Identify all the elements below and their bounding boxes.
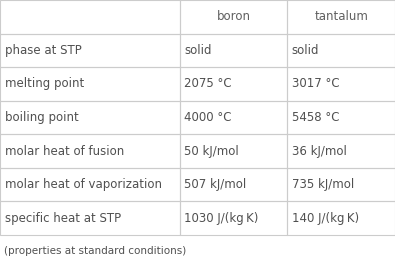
Bar [180, 0, 287, 34]
Text: 140 J/(kg K): 140 J/(kg K) [292, 212, 359, 225]
Text: 1030 J/(kg K): 1030 J/(kg K) [184, 212, 259, 225]
Text: 735 kJ/mol: 735 kJ/mol [292, 178, 354, 191]
Text: (properties at standard conditions): (properties at standard conditions) [4, 246, 186, 256]
Text: boiling point: boiling point [5, 111, 79, 124]
Bar [180, 34, 287, 67]
Bar [0, 34, 180, 67]
Text: boron: boron [216, 10, 250, 23]
Bar [0, 0, 180, 34]
Text: phase at STP: phase at STP [5, 44, 81, 57]
Bar [287, 201, 395, 235]
Text: 507 kJ/mol: 507 kJ/mol [184, 178, 247, 191]
Text: molar heat of vaporization: molar heat of vaporization [5, 178, 162, 191]
Text: 5458 °C: 5458 °C [292, 111, 339, 124]
Bar [0, 201, 180, 235]
Bar [287, 34, 395, 67]
Text: 3017 °C: 3017 °C [292, 78, 340, 90]
Text: tantalum: tantalum [314, 10, 368, 23]
Text: specific heat at STP: specific heat at STP [5, 212, 121, 225]
Bar [287, 168, 395, 201]
Bar [180, 134, 287, 168]
Bar [287, 67, 395, 101]
Text: solid: solid [292, 44, 320, 57]
Text: melting point: melting point [5, 78, 84, 90]
Bar [180, 101, 287, 134]
Bar [287, 0, 395, 34]
Bar [0, 101, 180, 134]
Text: solid: solid [184, 44, 212, 57]
Bar [0, 67, 180, 101]
Bar [0, 134, 180, 168]
Bar [180, 168, 287, 201]
Bar [287, 134, 395, 168]
Text: 2075 °C: 2075 °C [184, 78, 232, 90]
Text: 4000 °C: 4000 °C [184, 111, 232, 124]
Bar [0, 168, 180, 201]
Text: 36 kJ/mol: 36 kJ/mol [292, 145, 347, 157]
Bar [287, 101, 395, 134]
Bar [180, 67, 287, 101]
Bar [180, 201, 287, 235]
Text: 50 kJ/mol: 50 kJ/mol [184, 145, 239, 157]
Text: molar heat of fusion: molar heat of fusion [5, 145, 124, 157]
